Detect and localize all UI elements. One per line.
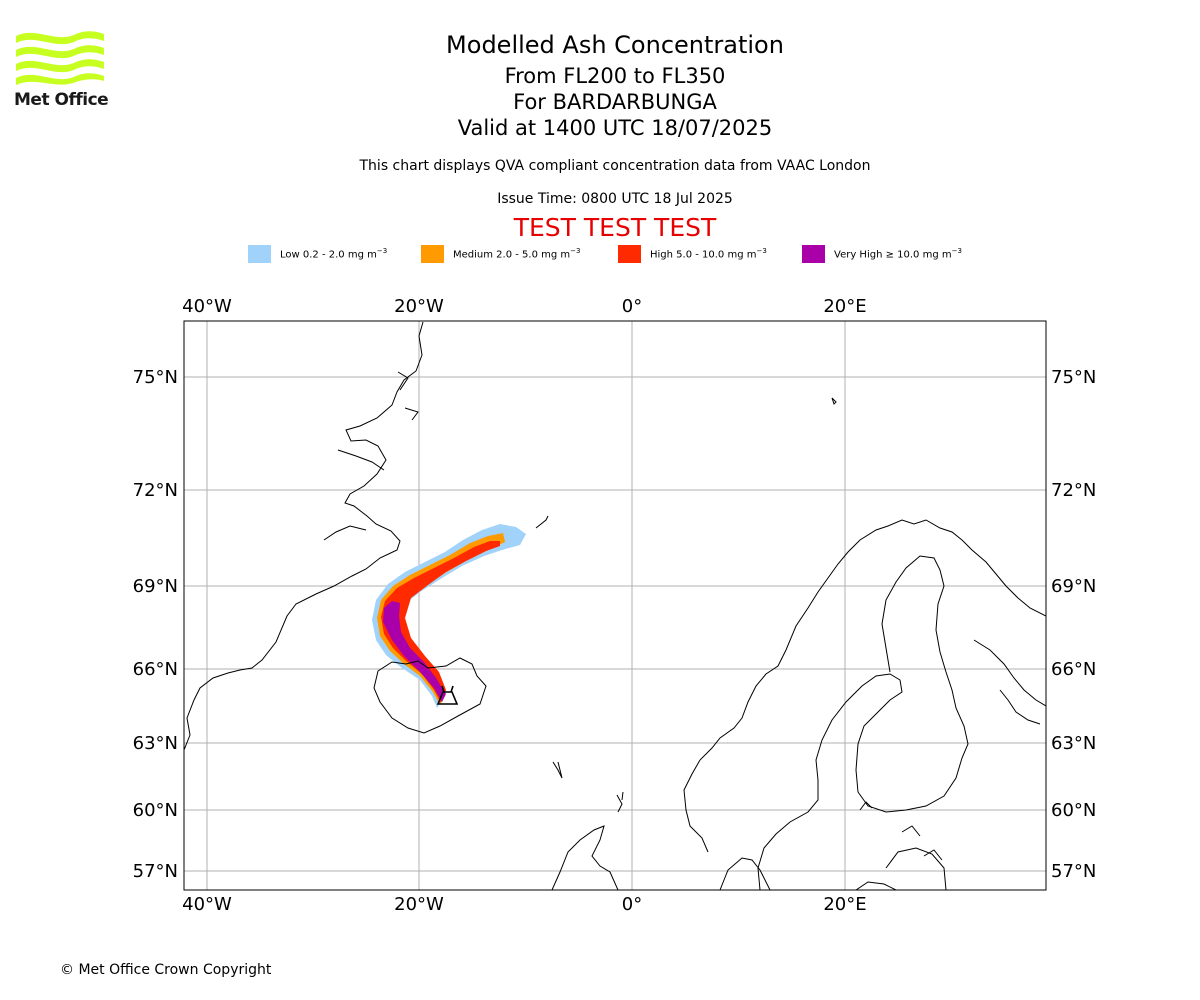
valid-time: Valid at 1400 UTC 18/07/2025	[457, 116, 773, 140]
legend-swatch-very-high	[802, 245, 825, 263]
coast-baltic-islands	[859, 801, 943, 861]
lat-label-left-60n: 60°N	[133, 800, 178, 821]
graticule	[184, 321, 1046, 890]
coast-scotland	[551, 825, 619, 890]
legend-swatch-medium	[421, 245, 444, 263]
coast-iceland	[373, 657, 487, 734]
coast-sweden-finland	[757, 555, 969, 890]
ash-very-high	[383, 601, 446, 702]
lat-label-left-63n: 63°N	[133, 733, 178, 754]
lon-label-top-20w: 20°W	[394, 296, 444, 317]
volcano-name: For BARDARBUNGA	[513, 90, 717, 114]
copyright: © Met Office Crown Copyright	[60, 962, 272, 978]
met-office-waves-icon	[16, 31, 104, 85]
lat-label-left-66n: 66°N	[133, 659, 178, 680]
description: This chart displays QVA compliant concen…	[359, 158, 871, 174]
lat-label-left-57n: 57°N	[133, 861, 178, 882]
lat-label-right-66n: 66°N	[1051, 659, 1096, 680]
legend-label-low: Low 0.2 - 2.0 mg m−3	[280, 247, 388, 261]
coast-estonia	[885, 847, 947, 890]
lat-label-right-63n: 63°N	[1051, 733, 1096, 754]
issue-time: Issue Time: 0800 UTC 18 Jul 2025	[497, 191, 733, 207]
coast-shetland	[616, 791, 624, 813]
lon-label-top-0: 0°	[622, 296, 642, 317]
test-banner: TEST TEST TEST	[513, 213, 717, 242]
coast-jan-mayen	[535, 515, 549, 529]
map-frame	[183, 320, 1047, 891]
chart-title: Modelled Ash Concentration	[446, 31, 784, 59]
coast-greenland-fjords	[323, 371, 419, 541]
lat-label-right-72n: 72°N	[1051, 480, 1096, 501]
legend-label-very-high: Very High ≥ 10.0 mg m−3	[834, 247, 962, 261]
flight-levels: From FL200 to FL350	[504, 64, 726, 88]
coastlines	[184, 321, 1046, 890]
logo-text: Met Office	[14, 90, 109, 110]
coast-white-sea	[999, 689, 1041, 725]
legend-label-high: High 5.0 - 10.0 mg m−3	[650, 247, 767, 261]
coast-bear-island	[831, 397, 837, 405]
lat-label-left-69n: 69°N	[133, 576, 178, 597]
lon-label-bottom-20w: 20°W	[394, 894, 444, 915]
lat-label-right-69n: 69°N	[1051, 576, 1096, 597]
lat-label-right-57n: 57°N	[1051, 861, 1096, 882]
met-office-logo: Met Office	[14, 30, 109, 112]
lat-label-right-60n: 60°N	[1051, 800, 1096, 821]
coast-kola	[973, 639, 1046, 707]
legend-swatch-low	[248, 245, 271, 263]
legend-label-medium: Medium 2.0 - 5.0 mg m−3	[453, 247, 581, 261]
lat-label-left-75n: 75°N	[133, 367, 178, 388]
lon-label-top-40w: 40°W	[182, 296, 232, 317]
ash-plume	[372, 524, 526, 708]
coast-faroes	[552, 761, 563, 779]
coast-scandinavia	[683, 519, 1046, 890]
coast-greenland	[184, 321, 424, 751]
lon-label-bottom-40w: 40°W	[182, 894, 232, 915]
lon-label-bottom-0: 0°	[622, 894, 642, 915]
legend-swatch-high	[618, 245, 641, 263]
volcano-icon	[436, 685, 459, 705]
lon-label-bottom-20e: 20°E	[823, 894, 866, 915]
lat-label-left-72n: 72°N	[133, 480, 178, 501]
lon-label-top-20e: 20°E	[823, 296, 866, 317]
coast-denmark	[855, 881, 897, 890]
lat-label-right-75n: 75°N	[1051, 367, 1096, 388]
